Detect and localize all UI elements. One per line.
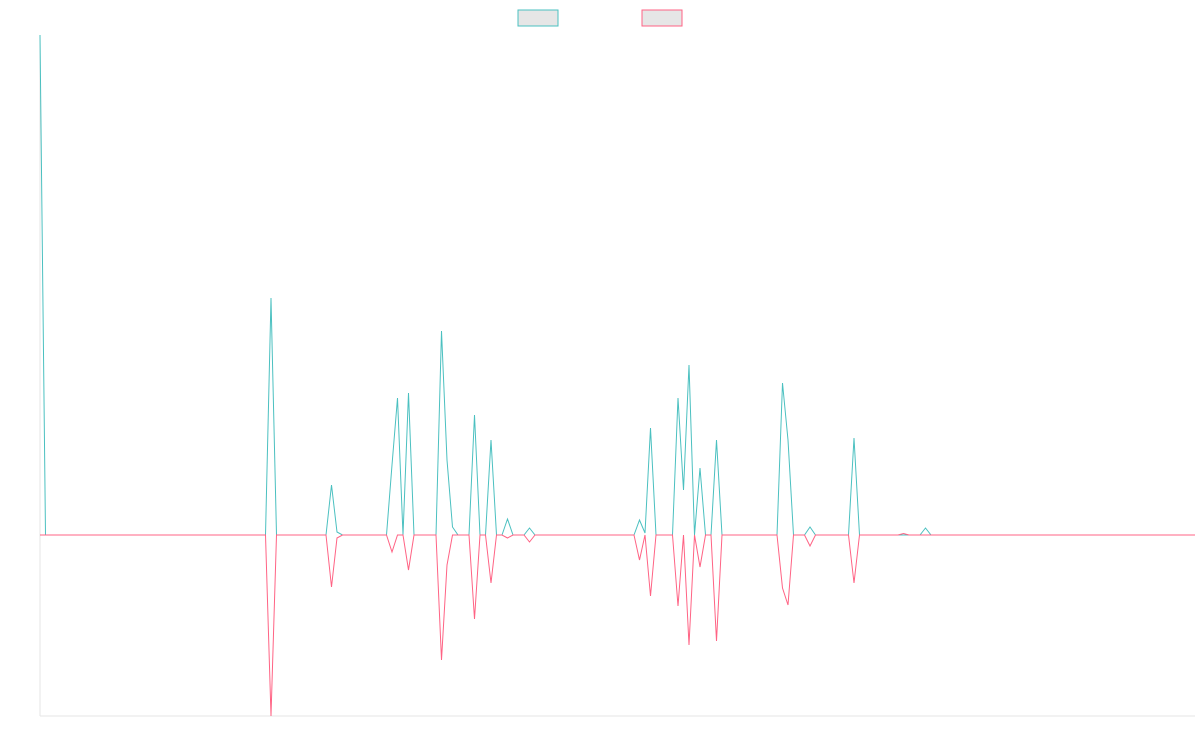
data-line [39,34,1195,536]
legend-swatch[interactable] [517,9,559,27]
legend-swatch[interactable] [641,9,683,27]
data-line [40,532,1195,717]
